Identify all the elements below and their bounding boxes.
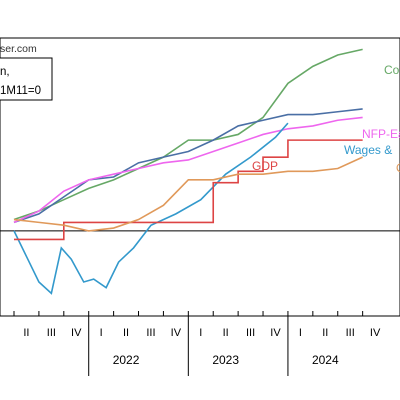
series-line-2 bbox=[13, 116, 363, 224]
series-line-3 bbox=[13, 122, 289, 295]
x-tick-label-8: II bbox=[223, 327, 229, 339]
year-label-1: 2023 bbox=[212, 353, 239, 367]
x-tick-label-2: IV bbox=[71, 327, 82, 339]
x-tick-label-10: IV bbox=[270, 327, 281, 339]
series-line-0 bbox=[13, 48, 363, 221]
year-label-0: 2022 bbox=[113, 353, 140, 367]
series-line-1 bbox=[13, 108, 363, 224]
x-tick-label-3: I bbox=[100, 327, 103, 339]
series-line-5 bbox=[13, 156, 363, 232]
x-tick-label-4: II bbox=[123, 327, 129, 339]
plot-frame bbox=[0, 37, 400, 317]
x-tick-label-6: IV bbox=[171, 327, 182, 339]
series-label-4: GDP bbox=[252, 159, 278, 173]
x-tick-label-12: II bbox=[322, 327, 328, 339]
x-tick-label-14: IV bbox=[370, 327, 381, 339]
series-line-4 bbox=[14, 139, 363, 241]
x-tick-label-13: III bbox=[346, 327, 355, 339]
series-label-2: NFP-Ea bbox=[362, 127, 400, 141]
series-labels: Co NFP-Ea Wages & GDP O bbox=[252, 63, 400, 175]
x-tick-label-1: III bbox=[47, 327, 56, 339]
year-label-2: 2024 bbox=[312, 353, 339, 367]
legend-line-1: n, bbox=[0, 66, 10, 78]
site-credit: ser.com bbox=[0, 43, 37, 55]
series-label-3: Wages & bbox=[344, 143, 392, 157]
series-label-5: O bbox=[396, 161, 400, 175]
legend-box bbox=[0, 57, 53, 101]
x-tick-label-0: II bbox=[23, 327, 29, 339]
x-tick-label-11: I bbox=[299, 327, 302, 339]
legend-line-2: 1M11=0 bbox=[0, 85, 41, 97]
series-group bbox=[13, 48, 363, 295]
x-tick-label-7: I bbox=[199, 327, 202, 339]
x-tick-label-5: III bbox=[146, 327, 155, 339]
x-tick-label-9: III bbox=[246, 327, 255, 339]
series-label-0: Co bbox=[384, 63, 400, 77]
